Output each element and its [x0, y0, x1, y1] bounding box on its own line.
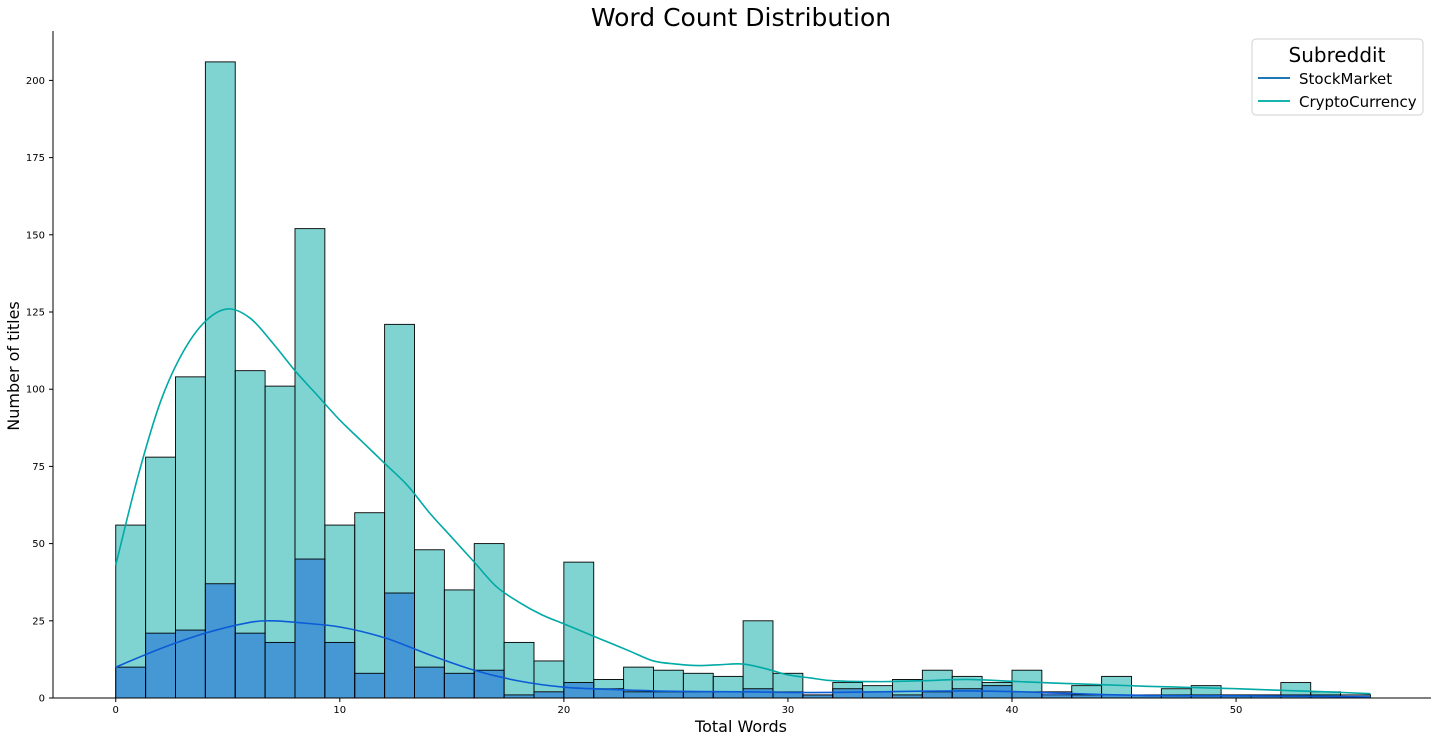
x-tick-label-10: 10	[333, 705, 346, 716]
x-tick-label-30: 30	[782, 705, 795, 716]
stockmarket-bar-8	[354, 672, 386, 699]
x-tick-label-20: 20	[558, 705, 571, 716]
y-tick-label-125: 125	[26, 308, 45, 319]
y-tick-label-100: 100	[26, 385, 45, 396]
y-tick-label-175: 175	[26, 153, 45, 164]
stockmarket-bar-2	[175, 629, 206, 699]
legend-label-cryptocurrency: CryptoCurrency	[1299, 93, 1417, 111]
stockmarket-bar-15	[563, 682, 595, 699]
y-axis-title: Number of titles	[4, 301, 23, 430]
legend-box	[1251, 38, 1424, 116]
chart-title: Word Count Distribution	[591, 3, 891, 32]
cryptocurrency-bar-13	[503, 641, 535, 699]
stockmarket-bar-11	[443, 672, 475, 699]
stockmarket-bar-5	[264, 641, 296, 699]
cryptocurrency-bar-8	[354, 512, 386, 699]
y-tick-label-75: 75	[32, 462, 45, 473]
x-axis-title: Total Words	[694, 717, 787, 736]
stockmarket-bar-19	[682, 691, 714, 699]
stockmarket-bar-20	[712, 691, 744, 699]
stockmarket-bar-7	[324, 641, 356, 699]
stockmarket-bar-3	[204, 583, 236, 699]
x-tick-label-50: 50	[1230, 705, 1243, 716]
legend: Subreddit StockMarket CryptoCurrency	[1251, 38, 1424, 116]
y-tick-label-150: 150	[26, 230, 45, 241]
x-ticks: 0 10 20 30 40 50	[113, 698, 1243, 716]
stockmarket-bar-9	[384, 592, 415, 699]
stockmarket-bar-6	[294, 558, 326, 699]
y-tick-label-25: 25	[32, 616, 45, 627]
stockmarket-bar-1	[145, 632, 176, 699]
cryptocurrency-kde-line	[114, 308, 1371, 695]
stockmarket-bar-24	[832, 688, 864, 699]
cryptocurrency-bar-21	[742, 620, 774, 699]
stockmarket-bar-4	[234, 632, 266, 699]
y-ticks: 0 25 50 75 100 125 150 175 200	[26, 76, 53, 705]
stockmarket-bar-14	[533, 691, 565, 699]
stockmarket-bar-21	[742, 688, 774, 699]
stockmarket-bar-18	[653, 691, 684, 699]
stockmarket-bar-0	[115, 666, 147, 699]
x-tick-label-40: 40	[1006, 705, 1019, 716]
y-tick-label-0: 0	[39, 694, 45, 705]
y-tick-label-50: 50	[32, 539, 45, 550]
y-tick-label-200: 200	[26, 76, 45, 87]
x-tick-label-0: 0	[113, 705, 119, 716]
stockmarket-bar-27	[921, 691, 953, 699]
stockmarket-kde-line	[115, 619, 1371, 698]
legend-label-stockmarket: StockMarket	[1299, 70, 1392, 88]
stockmarket-bar-17	[623, 691, 654, 699]
stockmarket-bar-10	[414, 666, 445, 699]
kde-lines	[114, 308, 1371, 698]
legend-title: Subreddit	[1289, 43, 1386, 67]
